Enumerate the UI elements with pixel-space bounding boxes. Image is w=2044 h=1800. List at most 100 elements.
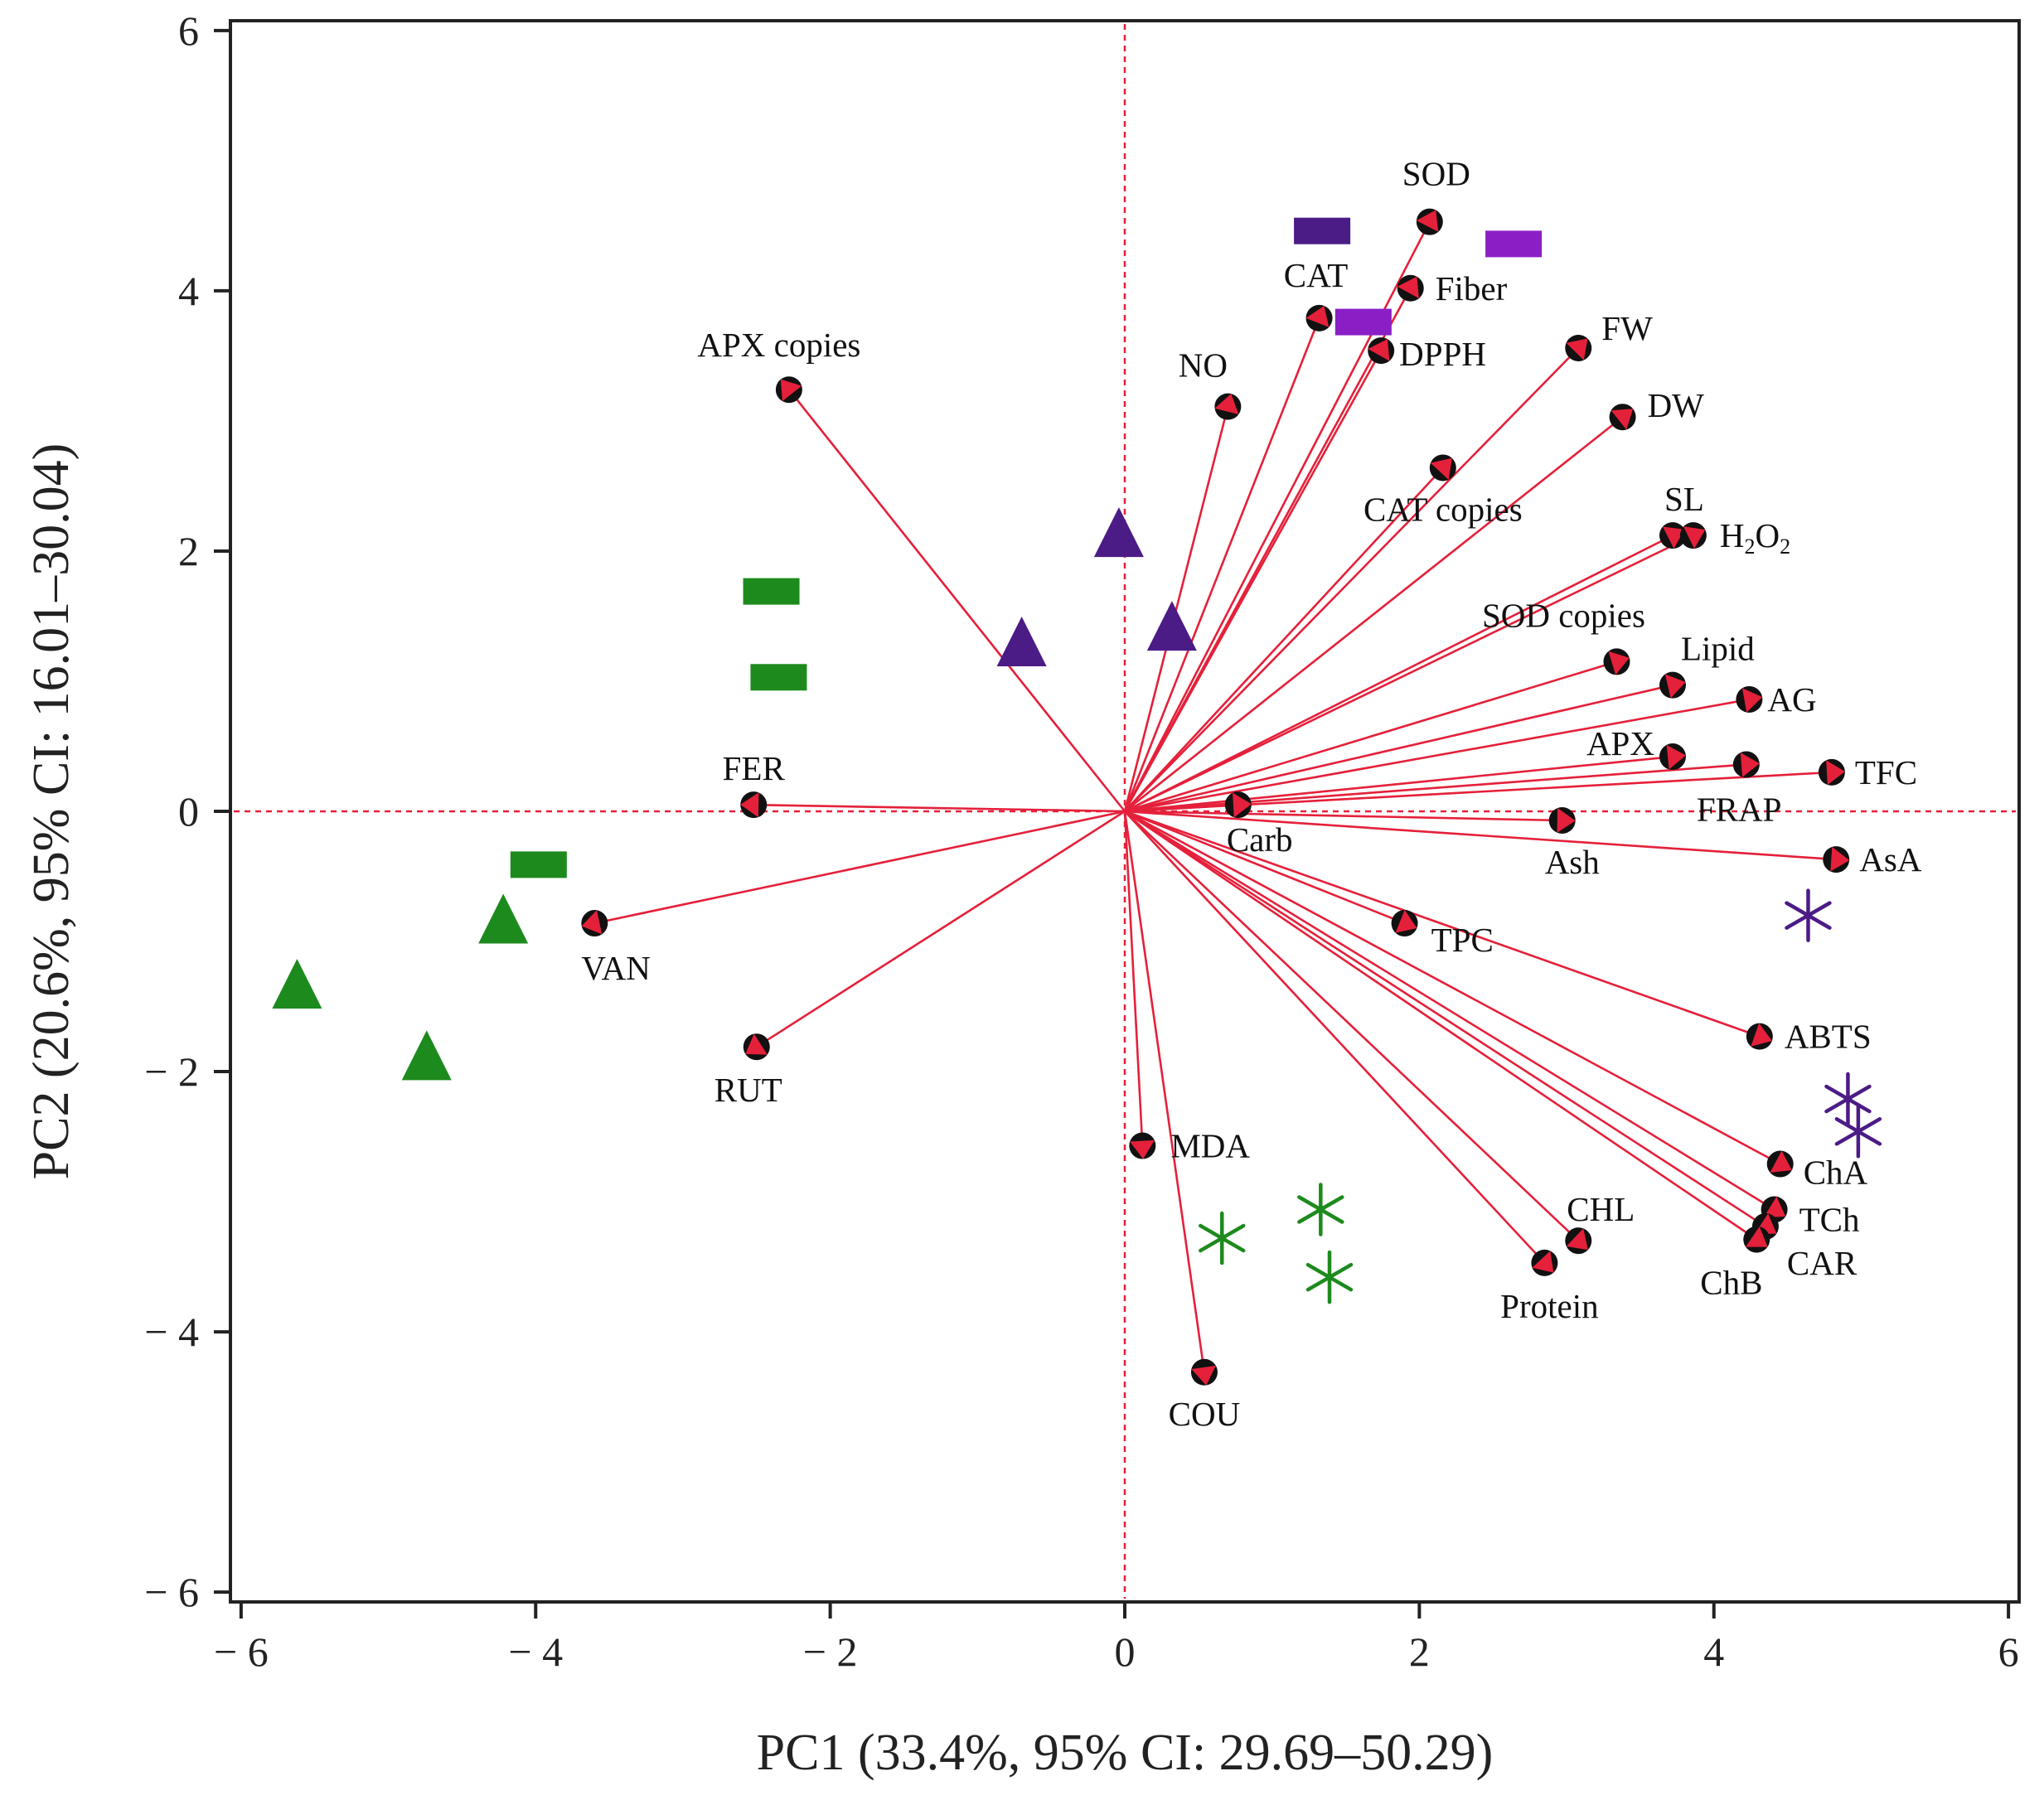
loading-vector: [787, 389, 1126, 812]
variable-label: Lipid: [1681, 630, 1755, 668]
loading-vector: [1124, 698, 1750, 813]
variable-label: DW: [1648, 386, 1705, 424]
loading-vector: [1124, 810, 1758, 1241]
variable-label: CAT: [1284, 256, 1348, 294]
loading-arrowhead: [1368, 339, 1390, 361]
loading-arrowhead: [1214, 394, 1239, 415]
variable-label: TCh: [1799, 1200, 1860, 1238]
y-tick-label: 6: [178, 7, 199, 54]
variable-label: FW: [1601, 309, 1653, 347]
variable-label: Fiber: [1436, 269, 1508, 307]
variable-label: APX: [1586, 724, 1654, 762]
loading-vector: [1124, 810, 1546, 1264]
sample-asterisk-stroke: [1305, 1262, 1354, 1292]
x-tick-label: − 2: [803, 1628, 858, 1675]
x-axis-title: PC1 (33.4%, 95% CI: 29.69–50.29): [757, 1725, 1494, 1781]
sample-asterisk: [1199, 1211, 1246, 1265]
x-tick-label: 0: [1115, 1628, 1136, 1675]
variable-label: TFC: [1855, 753, 1917, 791]
loading-arrowhead: [1532, 1251, 1554, 1273]
sample-rectangle: [510, 851, 567, 878]
loading-arrowhead: [1416, 210, 1439, 232]
y-tick-label: − 2: [144, 1048, 199, 1095]
loading-arrowhead: [780, 379, 802, 402]
variable-label: CHL: [1567, 1190, 1635, 1228]
loading-vector: [1124, 534, 1673, 813]
sample-triangle: [401, 1030, 452, 1081]
loading-arrowhead: [1608, 651, 1630, 675]
sample-triangle: [996, 617, 1047, 667]
sample-rectangle: [1294, 217, 1351, 244]
loading-vector: [1124, 810, 1781, 1165]
x-tick-label: 2: [1409, 1628, 1430, 1675]
loading-vector: [1124, 810, 1837, 861]
loading-arrowhead: [745, 1033, 768, 1055]
variable-labels: SOD CAT Fiber DPPH FW DW NO APX copies CAT copie…: [581, 155, 1921, 1433]
variable-label: NO: [1179, 346, 1228, 385]
loading-vector: [1124, 810, 1406, 925]
sample-asterisk: [1305, 1250, 1354, 1304]
loading-vector: [1124, 416, 1624, 813]
loading-vector: [1124, 810, 1580, 1242]
sample-asterisk-stroke: [1824, 1084, 1872, 1114]
variable-label: Carb: [1227, 820, 1293, 859]
variable-label: ABTS: [1785, 1018, 1872, 1056]
sample-rectangle: [1485, 230, 1543, 258]
variable-label: SOD: [1402, 155, 1470, 193]
loading-arrowhead: [1610, 409, 1634, 430]
loading-arrowhead: [1741, 688, 1763, 713]
variable-label: FER: [723, 749, 786, 787]
x-tick-label: − 4: [508, 1628, 563, 1675]
y-tick-label: 2: [178, 528, 199, 574]
sample-triangle: [1093, 507, 1144, 558]
variable-label: Ash: [1545, 843, 1600, 881]
loading-arrowhead: [1557, 807, 1576, 833]
loading-arrowhead: [1770, 1150, 1792, 1173]
loading-vector: [1124, 810, 1761, 1038]
loading-vector: [1123, 810, 1206, 1372]
sample-rectangle: [1334, 308, 1392, 336]
loading-arrowhead: [1566, 338, 1588, 360]
loading-arrowhead: [1395, 910, 1417, 933]
variable-label: TPC: [1431, 921, 1494, 959]
sample-asterisk: [1297, 1183, 1344, 1236]
loading-vector: [1124, 755, 1673, 813]
loading-arrowhead: [1763, 1196, 1786, 1218]
sample-asterisk-stroke: [1785, 901, 1832, 930]
variable-label: AG: [1767, 680, 1816, 719]
loading-arrowhead: [1130, 1140, 1155, 1159]
loading-arrowhead: [1746, 1226, 1768, 1247]
variable-label: SL: [1664, 480, 1704, 518]
variable-label: RUT: [714, 1071, 782, 1109]
loading-arrowhead: [1683, 526, 1706, 549]
y-tick-label: − 4: [144, 1309, 199, 1355]
loading-vector: [1124, 810, 1562, 822]
variable-label: ChB: [1700, 1264, 1762, 1302]
loading-arrowhead: [1740, 752, 1760, 777]
sample-asterisk-stroke: [1297, 1195, 1344, 1224]
variable-label: SOD copies: [1482, 596, 1645, 634]
y-tick-label: 4: [178, 268, 199, 314]
sample-asterisk: [1824, 1072, 1872, 1126]
loading-vector: [594, 810, 1126, 925]
sample-triangle: [1146, 601, 1197, 651]
sample-triangle: [478, 893, 529, 944]
loading-vector: [1124, 534, 1694, 813]
loading-vector: [753, 803, 1126, 813]
sample-asterisk: [1785, 888, 1832, 942]
loading-arrowhead: [1191, 1365, 1216, 1386]
loading-vector: [1123, 317, 1320, 812]
loading-arrowhead: [740, 792, 759, 818]
loading-vectors: [581, 208, 1850, 1386]
variable-label: AsA: [1859, 840, 1922, 878]
variable-label: MDA: [1170, 1127, 1250, 1165]
variable-label: VAN: [581, 949, 651, 987]
variable-label: COU: [1169, 1395, 1241, 1433]
loading-vector: [1124, 810, 1775, 1211]
loading-arrowhead: [1305, 305, 1330, 327]
sample-asterisk-stroke: [1199, 1223, 1246, 1253]
variable-label: CAR: [1787, 1244, 1858, 1282]
loading-arrowhead: [1830, 846, 1850, 872]
y-tick-label: 0: [178, 788, 199, 835]
